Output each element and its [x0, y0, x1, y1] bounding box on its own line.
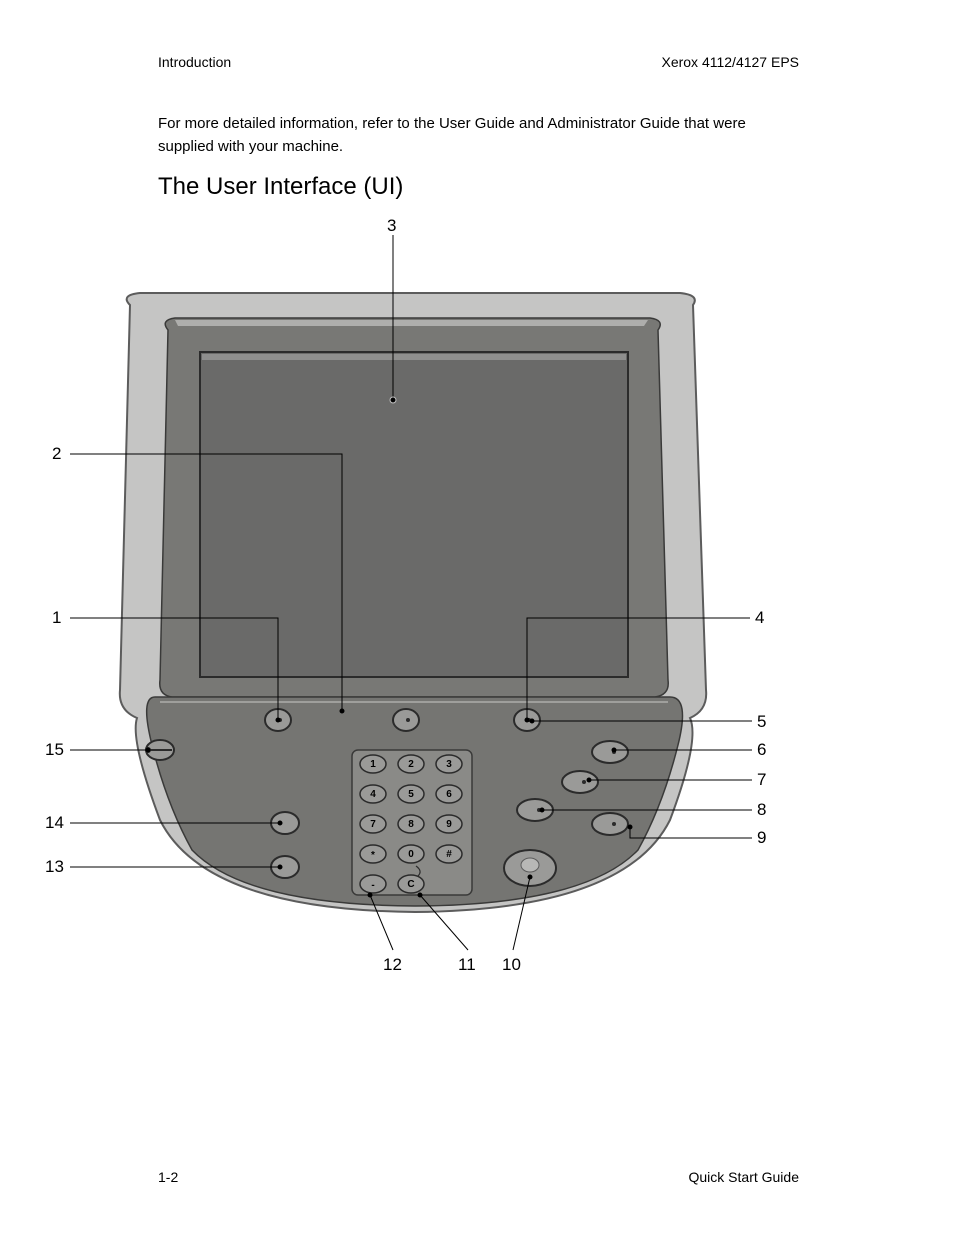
svg-text:4: 4 [370, 789, 376, 800]
button-9[interactable] [592, 813, 628, 835]
callout-label-13: 13 [45, 857, 64, 877]
callout-label-9: 9 [757, 828, 766, 848]
callout-label-5: 5 [757, 712, 766, 732]
callout-label-4: 4 [755, 608, 764, 628]
screen-highlight [202, 354, 626, 360]
callout-label-6: 6 [757, 740, 766, 760]
svg-text:2: 2 [408, 759, 414, 770]
callout-label-11: 11 [458, 955, 476, 975]
callout-label-1: 1 [52, 608, 61, 628]
bezel-highlight [175, 320, 648, 326]
callout-label-12: 12 [383, 955, 402, 975]
svg-text:7: 7 [370, 819, 376, 830]
svg-text:3: 3 [446, 759, 452, 770]
button-6[interactable] [592, 741, 628, 763]
svg-text:5: 5 [408, 789, 414, 800]
svg-text:#: # [446, 849, 452, 860]
ui-diagram: 1 2 3 4 5 6 7 8 9 * 0 # - C [0, 0, 954, 1235]
callout-label-10: 10 [502, 955, 521, 975]
touch-screen[interactable] [200, 352, 628, 677]
button-7[interactable] [562, 771, 598, 793]
svg-text:8: 8 [408, 819, 414, 830]
callout-label-2: 2 [52, 444, 61, 464]
footer-doc-title: Quick Start Guide [689, 1169, 800, 1185]
callout-label-8: 8 [757, 800, 766, 820]
svg-text:9: 9 [446, 819, 452, 830]
callout-label-3: 3 [387, 216, 396, 236]
svg-text:6: 6 [446, 789, 452, 800]
callout-label-7: 7 [757, 770, 766, 790]
footer-page-number: 1-2 [158, 1169, 178, 1185]
svg-text:-: - [371, 880, 374, 891]
callout-label-15: 15 [45, 740, 64, 760]
start-button[interactable] [504, 850, 556, 886]
svg-text:0: 0 [408, 849, 414, 860]
callout-label-14: 14 [45, 813, 64, 833]
svg-text:*: * [371, 850, 375, 861]
svg-text:1: 1 [370, 759, 376, 770]
svg-text:C: C [407, 879, 414, 890]
